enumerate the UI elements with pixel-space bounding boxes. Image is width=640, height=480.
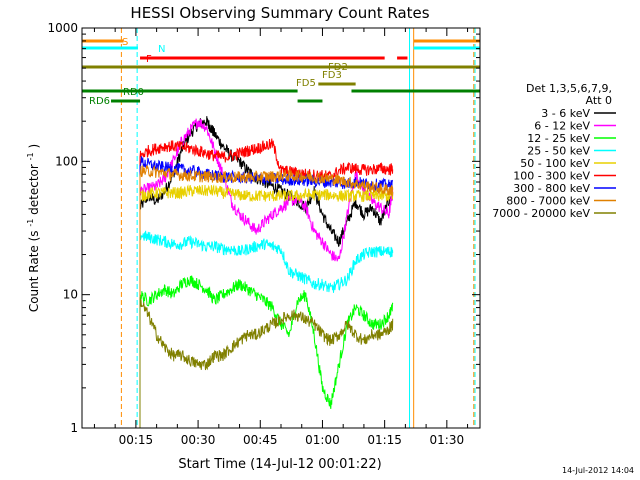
state-label-f: F: [146, 54, 152, 65]
legend-entry-label-1: 6 - 12 keV: [534, 120, 590, 133]
x-tick-label-0: 00:15: [119, 433, 154, 447]
x-tick-label-4: 01:15: [367, 433, 402, 447]
series-line-300-800-kev: [139, 156, 393, 428]
y-tick-label-3: 1000: [47, 21, 78, 35]
legend-entry-label-3: 25 - 50 keV: [527, 145, 590, 158]
legend-entry-label-0: 3 - 6 keV: [541, 107, 590, 120]
series-line-25-50-kev: [139, 229, 394, 428]
legend-header-1: Att 0: [586, 94, 612, 107]
legend-entry-label-6: 300 - 800 keV: [513, 182, 590, 195]
y-label-part-3: ): [27, 144, 41, 149]
y-label-sup-2: -1: [26, 152, 35, 160]
y-tick-label-2: 100: [55, 154, 78, 168]
state-label-n: N: [158, 44, 165, 55]
x-tick-label-3: 01:00: [305, 433, 340, 447]
y-tick-label-1: 10: [63, 288, 78, 302]
legend-entry-label-5: 100 - 300 keV: [513, 170, 590, 183]
x-tick-label-5: 01:30: [430, 433, 465, 447]
series-line-12-25-kev: [139, 275, 394, 428]
x-tick-label-2: 00:45: [243, 433, 278, 447]
x-axis-label: Start Time (14-Jul-12 00:01:22): [178, 457, 381, 472]
legend-entry-label-7: 800 - 7000 keV: [506, 195, 590, 208]
y-label-part-2: detector: [27, 164, 41, 215]
legend-entry-label-8: 7000 - 20000 keV: [492, 207, 590, 220]
y-axis-label: Count Rate (s -1 detector -1 ): [22, 144, 41, 312]
state-label-fd2: FD2: [328, 62, 348, 73]
series-line-800-7000-kev: [139, 164, 394, 428]
state-label-rd0: RD0: [123, 87, 144, 98]
legend-entry-label-2: 12 - 25 keV: [527, 132, 590, 145]
x-tick-label-1: 00:30: [181, 433, 216, 447]
series-lines: [139, 116, 394, 428]
attenuator-vertical-lines: [120, 28, 476, 428]
y-tick-label-0: 1: [70, 421, 78, 435]
axis-ticks: 00:15 00:30 00:45 01:00 01:15 01:30 1 10 100 1000: [47, 21, 480, 447]
plot-frame: [81, 27, 481, 429]
state-label-s: S: [122, 37, 128, 48]
series-line-7000-20000-kev: [139, 297, 394, 428]
state-label-fd3: FD3: [322, 70, 342, 81]
timestamp-stamp: 14-Jul-2012 14:04: [562, 466, 634, 475]
y-label-part-1: Count Rate (s: [27, 230, 41, 312]
chart-title: HESSI Observing Summary Count Rates: [130, 4, 429, 22]
legend-header-0: Det 1,3,5,6,7,9,: [526, 82, 612, 95]
series-line-3-6-kev: [139, 116, 394, 428]
series-line-50-100-kev: [139, 184, 394, 428]
y-label-sup-1: -1: [26, 219, 35, 227]
state-label-rd6: RD6: [89, 96, 110, 107]
legend-entry-label-4: 50 - 100 keV: [520, 157, 590, 170]
series-line-100-300-kev: [139, 138, 394, 428]
state-label-fd5: FD5: [296, 78, 316, 89]
